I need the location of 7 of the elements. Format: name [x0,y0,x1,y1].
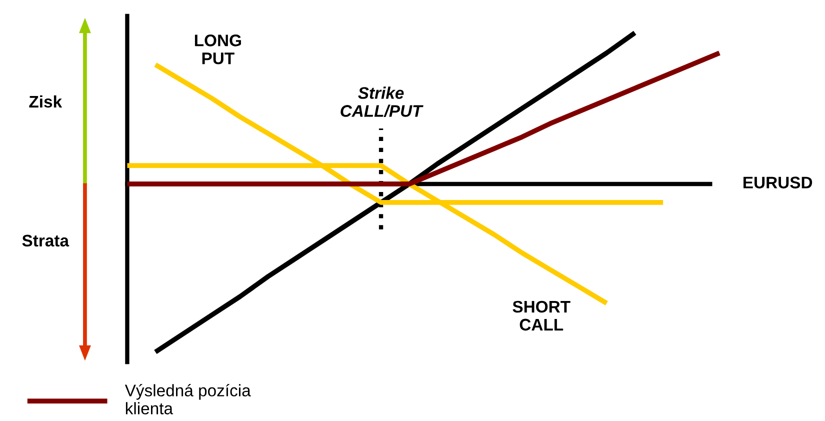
annotation: Strike CALL/PUT [340,86,424,118]
text: Zisk [29,95,62,108]
series-label: LONG PUT [194,34,241,64]
text: Strata [22,234,70,247]
series-label: SHORT CALL [512,300,570,331]
legend-label: Výsledná pozícia klienta [124,384,251,414]
x-axis-title: EURUSD [744,176,812,188]
